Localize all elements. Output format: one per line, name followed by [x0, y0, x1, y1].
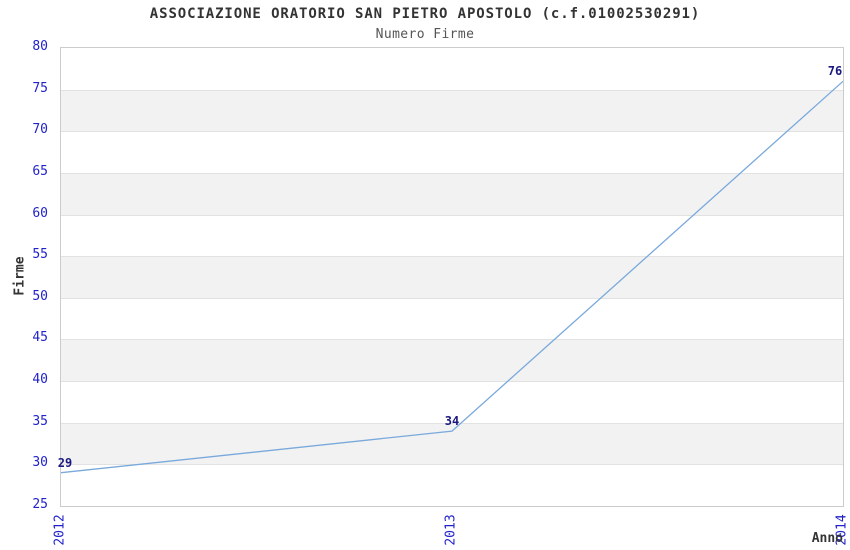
y-tick-label: 65: [32, 163, 48, 179]
gridline: [61, 381, 843, 383]
y-tick-label: 55: [32, 247, 48, 263]
x-axis-label: Anno: [811, 531, 843, 546]
series-line: [61, 80, 843, 474]
plot-area: 29 34 76: [57, 47, 844, 507]
y-tick-label: 45: [32, 330, 48, 346]
y-tick-label: 70: [32, 122, 48, 138]
y-tick-label: 25: [32, 497, 48, 512]
plot-band: [61, 172, 843, 215]
data-point-label: 34: [444, 414, 460, 429]
y-tick-label: 60: [32, 205, 48, 221]
line-series-svg: [61, 80, 843, 474]
data-point-label: 76: [827, 64, 843, 79]
data-point-label: 29: [57, 455, 73, 470]
plot-band: [61, 89, 843, 132]
y-tick-label: 30: [32, 455, 48, 471]
plot-band: [61, 256, 843, 298]
x-tick-label: 2012: [52, 514, 68, 546]
x-tick-label: 2013: [443, 514, 459, 546]
gridline: [61, 172, 843, 174]
gridline: [61, 256, 843, 258]
gridline: [61, 422, 843, 424]
plot-band: [61, 339, 843, 382]
y-tick-label: 40: [32, 372, 48, 388]
chart-subtitle: Numero Firme: [375, 27, 475, 42]
gridline: [61, 131, 843, 133]
gridline: [61, 464, 843, 466]
y-tick-label: 80: [32, 39, 48, 54]
gridline: [61, 214, 843, 216]
y-tick-label: 50: [32, 288, 48, 304]
gridline: [61, 339, 843, 341]
y-tick-label: 75: [32, 80, 48, 96]
plot-band: [61, 422, 843, 465]
y-tick-label: 35: [32, 413, 48, 429]
gridline: [61, 89, 843, 91]
gridline: [61, 297, 843, 299]
chart-title: ASSOCIAZIONE ORATORIO SAN PIETRO APOSTOL…: [149, 6, 701, 22]
